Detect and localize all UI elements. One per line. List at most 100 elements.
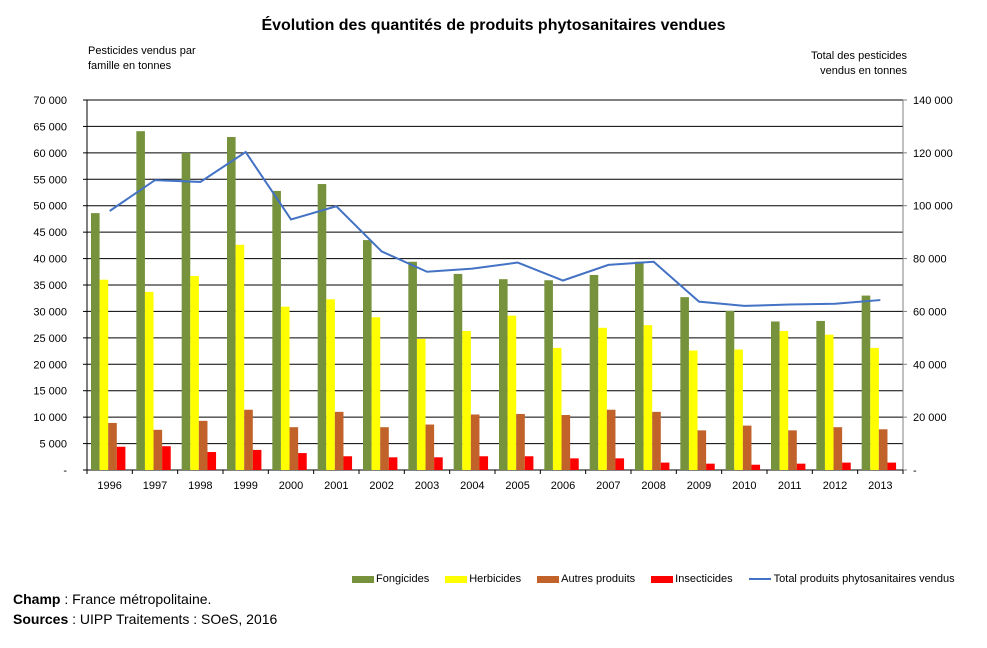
bar-fongicides — [227, 137, 236, 470]
footer-champ-text: : France métropolitaine. — [60, 591, 212, 607]
bar-autres-produits — [742, 425, 752, 470]
bar-fongicides — [771, 321, 780, 470]
x-axis-tick-label: 2009 — [687, 480, 711, 492]
bar-autres-produits — [561, 415, 571, 470]
left-axis-tick-label: - — [63, 465, 67, 477]
bar-insecticides — [343, 456, 353, 470]
bar-herbicides — [779, 330, 789, 470]
x-axis-tick-label: 1996 — [97, 480, 121, 492]
left-axis-tick-label: 60 000 — [33, 148, 67, 160]
bar-insecticides — [388, 457, 398, 470]
bar-insecticides — [479, 456, 489, 470]
bar-fongicides — [544, 280, 553, 470]
bar-herbicides — [326, 299, 335, 470]
legend-item-insecticides: Insecticides — [651, 573, 733, 585]
x-axis-tick-label: 2004 — [460, 480, 484, 492]
x-axis-tick-label: 1999 — [233, 480, 257, 492]
x-axis-tick-label: 2011 — [778, 480, 802, 492]
bar-autres-produits — [198, 420, 208, 470]
legend-swatch-autres-produits — [537, 575, 560, 583]
bar-autres-produits — [244, 409, 253, 470]
bar-insecticides — [252, 449, 262, 470]
bar-fongicides — [499, 279, 508, 470]
bar-autres-produits — [380, 427, 389, 470]
left-axis-tick-label: 65 000 — [33, 121, 67, 133]
bar-herbicides — [643, 325, 653, 470]
right-axis-tick-label: 60 000 — [913, 306, 947, 318]
legend-swatch-insecticides — [651, 575, 674, 583]
bar-herbicides — [734, 349, 743, 470]
footer-sources-label: Sources — [13, 611, 69, 627]
footer-sources-text: : UIPP Traitements : SOeS, 2016 — [68, 611, 278, 627]
bar-herbicides — [598, 327, 607, 470]
legend-swatch-fongicides — [352, 575, 374, 583]
legend-item-total: Total produits phytosanitaires vendus — [748, 573, 955, 585]
legend-label-total: Total produits phytosanitaires vendus — [773, 573, 955, 585]
bar-insecticides — [796, 463, 806, 470]
left-axis-tick-label: 55 000 — [33, 174, 67, 186]
bar-fongicides — [725, 310, 735, 470]
x-axis-tick-label: 2003 — [415, 480, 439, 492]
bar-insecticides — [524, 456, 534, 470]
bar-autres-produits — [878, 429, 888, 470]
footer-notes: Champ : France métropolitaine. Sources :… — [13, 589, 277, 629]
left-axis-tick-label: 45 000 — [33, 227, 67, 239]
right-axis-tick-label: 100 000 — [913, 201, 953, 213]
left-axis-tick-label: 20 000 — [33, 359, 67, 371]
bar-insecticides — [887, 462, 897, 470]
bar-autres-produits — [788, 430, 797, 470]
x-axis-tick-label: 2008 — [641, 480, 665, 492]
bar-fongicides — [816, 320, 825, 470]
bar-herbicides — [144, 291, 154, 470]
bar-herbicides — [688, 350, 698, 470]
bar-herbicides — [99, 279, 109, 470]
bar-insecticides — [570, 458, 579, 470]
legend-label-insecticides: Insecticides — [675, 573, 733, 585]
left-axis-label-line-1: Pesticides vendus par — [88, 45, 196, 57]
bar-fongicides — [363, 240, 372, 470]
legend: Fongicides Herbicides Autres produits In… — [352, 573, 971, 585]
left-axis-tick-label: 35 000 — [33, 280, 67, 292]
left-axis-label-line-2: famille en tonnes — [88, 60, 172, 72]
bar-herbicides — [552, 347, 562, 470]
bar-autres-produits — [108, 422, 117, 470]
bar-fongicides — [680, 297, 689, 470]
bar-autres-produits — [470, 414, 480, 470]
bar-autres-produits — [697, 430, 707, 470]
bar-fongicides — [181, 152, 191, 470]
bar-herbicides — [371, 317, 381, 470]
right-axis-tick-label: 40 000 — [913, 359, 947, 371]
bar-autres-produits — [334, 411, 344, 470]
legend-line-total — [748, 578, 771, 580]
bar-herbicides — [416, 338, 426, 470]
right-axis-label-line-1: Total des pesticides — [811, 50, 907, 62]
left-axis-label: Pesticides vendus par famille en tonnes — [88, 44, 248, 74]
bar-insecticides — [434, 457, 443, 470]
legend-item-autres-produits: Autres produits — [537, 573, 635, 585]
bar-insecticides — [842, 462, 851, 470]
left-axis-tick-label: 25 000 — [33, 333, 67, 345]
bar-fongicides — [635, 261, 644, 470]
chart-plot: - 5 000 10 000 15 000 20 000 25 000 30 000 35 0… — [33, 95, 953, 492]
x-axis-tick-label: 2013 — [868, 480, 892, 492]
footer-sources: Sources : UIPP Traitements : SOeS, 2016 — [13, 609, 277, 629]
x-axis-tick-label: 2005 — [505, 480, 529, 492]
bar-herbicides — [235, 244, 245, 470]
right-axis-label-line-2: vendus en tonnes — [820, 65, 907, 77]
right-axis-tick-label: - — [913, 465, 917, 477]
line-total — [109, 150, 881, 307]
bar-insecticides — [298, 453, 307, 470]
bar-fongicides — [272, 190, 281, 470]
bar-autres-produits — [153, 429, 163, 470]
left-axis-tick-label: 70 000 — [33, 95, 67, 107]
x-axis-tick-label: 2007 — [596, 480, 620, 492]
right-axis-tick-label: 80 000 — [913, 254, 947, 266]
legend-swatch-herbicides — [445, 575, 468, 583]
right-axis-tick-label: 140 000 — [913, 95, 953, 107]
bar-herbicides — [462, 330, 471, 470]
legend-label-fongicides: Fongicides — [376, 573, 430, 585]
bar-insecticides — [116, 446, 126, 470]
x-axis-tick-label: 2010 — [732, 480, 756, 492]
chart-title: Évolution des quantités de produits phyt… — [261, 17, 726, 34]
x-axis-tick-label: 2000 — [279, 480, 303, 492]
